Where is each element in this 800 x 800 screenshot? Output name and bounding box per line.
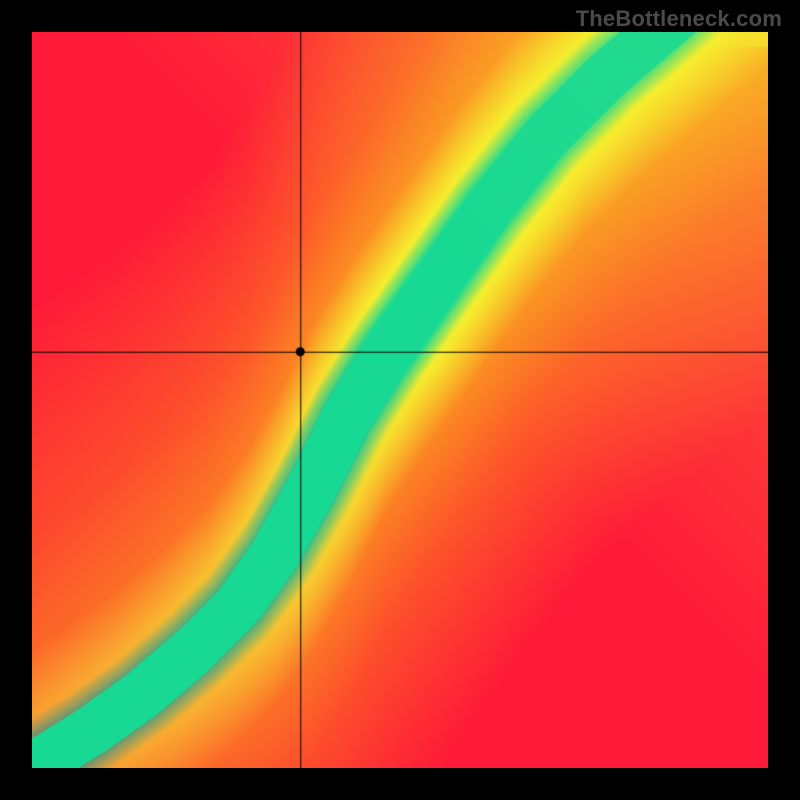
- watermark-text: TheBottleneck.com: [576, 6, 782, 32]
- chart-container: TheBottleneck.com: [0, 0, 800, 800]
- heatmap-canvas: [32, 32, 768, 768]
- heatmap-plot: [32, 32, 768, 768]
